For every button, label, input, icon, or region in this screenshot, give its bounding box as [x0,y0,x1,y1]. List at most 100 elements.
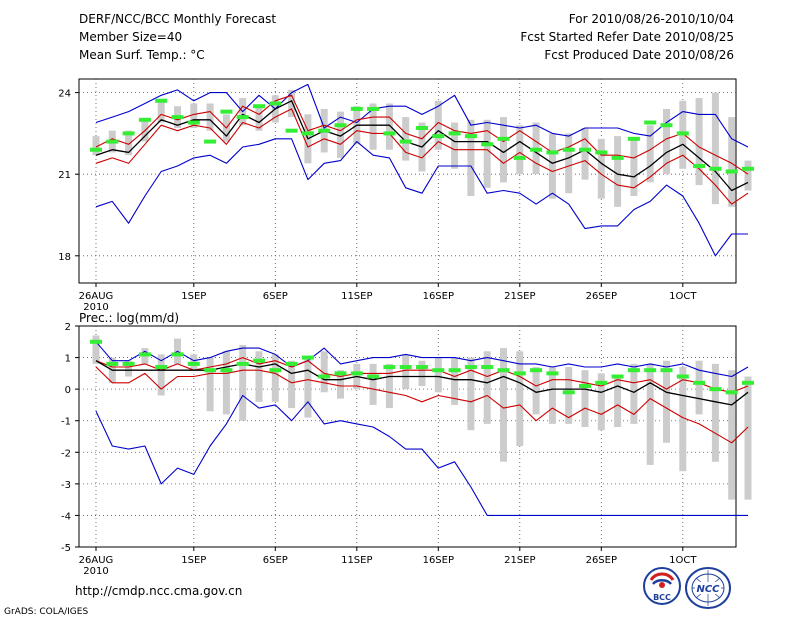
prec-box-bar [92,335,100,364]
temp-ytick-label: 24 [58,89,71,100]
temp-marker [301,131,314,136]
refer-date: Fcst Started Refer Date 2010/08/25 [520,30,734,44]
prec-box-bar [418,360,426,386]
prec-box-bar [679,367,687,472]
temp-box-bar [434,100,442,150]
prec-ytick-label: -5 [61,543,71,554]
temp-marker [253,104,265,109]
prec-marker [579,383,591,388]
temp-box-bar [581,127,589,180]
prec-marker [253,358,265,363]
prec-ytick-label: 0 [65,385,71,396]
prec-box-bar [614,376,622,428]
temp-xtick-label: 1SEP [181,291,206,302]
temp-xtick-label: 1OCT [669,291,697,302]
prec-box-bar [532,367,540,415]
temp-lower-line [95,108,749,205]
prec-box-bar [239,344,247,421]
forecast-period: For 2010/08/26-2010/10/04 [568,12,734,26]
temp-box-bar [711,92,719,205]
prec-box-bar [663,360,670,443]
member-size: Member Size=40 [79,30,183,44]
prec-marker [725,390,738,395]
prec-box-bar [483,351,491,424]
prec-marker [301,355,314,360]
temp-marker [464,134,477,139]
temp-xtick-label: 26AUG [79,291,114,302]
temp-marker [155,98,168,103]
temp-box-bar [516,125,524,175]
temp-marker [432,134,445,139]
prec-marker [383,365,396,370]
ncc-logo-text: NCC [696,584,720,595]
temp-xtick-label: 26SEP [586,291,617,302]
prec-marker [367,374,380,379]
temp-marker [725,169,738,174]
temp-box-bar [190,103,198,128]
prec-xyear-label: 2010 [83,566,108,577]
bcc-logo-icon: BCC [643,567,681,605]
prec-marker [448,368,461,373]
grads-credit: GrADS: COLA/IGES [4,607,89,617]
prec-min-line [95,394,748,516]
temp-box-bar [467,119,475,196]
prec-marker [122,361,135,366]
temp-box-bar [597,138,605,199]
temp-marker [269,101,282,106]
temp-box-bar [663,108,670,175]
temp-box-bar [728,117,736,207]
prec-ytick-label: -4 [61,511,71,522]
prec-box-bar [646,363,654,465]
prec-marker [318,374,331,379]
prec-marker [432,368,445,373]
prec-marker [155,365,168,370]
temp-xtick-label: 11SEP [341,291,372,302]
temp-marker [318,128,331,133]
temp-box-bar [451,122,459,169]
prec-marker [138,352,151,357]
prec-box-bar [337,370,344,399]
temp-marker [497,136,510,141]
prec-marker [269,368,282,373]
temp-box-bar [369,103,377,150]
temp-marker [187,120,200,125]
prec-box-bar [402,354,410,390]
prec-marker [497,368,510,373]
prec-box-bar [434,357,442,393]
prec-box-bar [320,351,328,393]
prec-marker [334,371,347,376]
temp-marker [367,106,380,111]
temp-marker [350,106,363,111]
prec-marker [595,380,608,385]
ncc-logo: NCC [684,566,732,610]
temp-box-bar [695,98,703,186]
source-url[interactable]: http://cmdp.ncc.cma.gov.cn [75,584,243,598]
prec-xtick-label: 16SEP [423,555,454,566]
temp-xtick-label: 6SEP [263,291,288,302]
temp-marker [285,128,298,133]
prec-marker [285,361,298,366]
temp-marker [579,147,591,152]
temp-box-bar [548,133,556,199]
temp-marker [627,136,640,141]
prec-marker [204,368,217,373]
prec-ytick-label: 1 [65,354,71,365]
prec-marker [399,365,412,370]
prec-marker [709,387,722,392]
temp-box-bar [646,125,654,183]
temp-marker [562,147,575,152]
temp-marker [334,123,347,128]
temp-xtick-label: 16SEP [423,291,454,302]
prec-xtick-label: 6SEP [263,555,288,566]
prec-box-bar [728,370,736,500]
prec-marker [546,371,559,376]
temp-marker [383,131,396,136]
temp-max-line [95,83,749,148]
variable-label: Mean Surf. Temp.: °C [79,48,205,62]
prec-box-bar [206,357,214,412]
temp-frame [78,78,737,284]
temp-box-bar [92,136,100,156]
temp-box-bar [288,89,296,118]
prec-frame [78,325,737,548]
prec-box-bar [548,367,556,424]
